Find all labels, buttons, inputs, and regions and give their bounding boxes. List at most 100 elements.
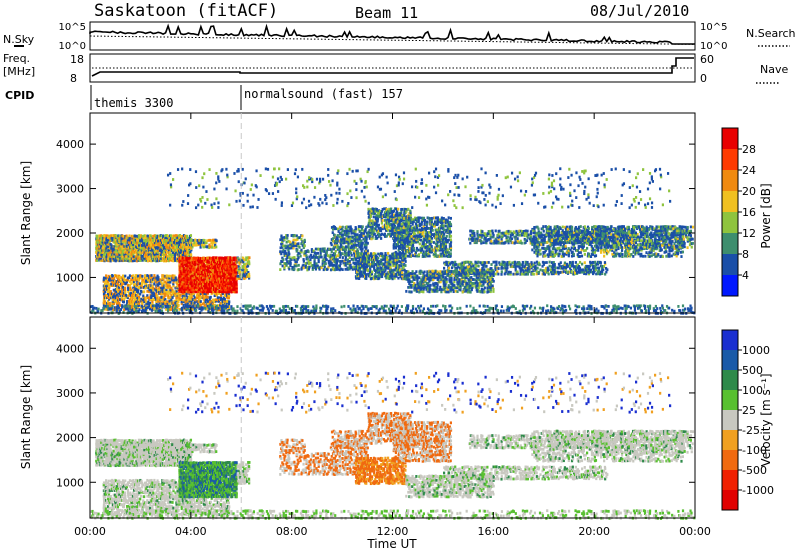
power-cell xyxy=(105,274,108,278)
power-cell xyxy=(137,257,140,261)
power-cell xyxy=(160,245,164,249)
power-cell xyxy=(199,245,202,249)
power-cell xyxy=(286,236,289,240)
power-cell xyxy=(118,288,121,291)
power-cell xyxy=(136,304,139,307)
power-cell xyxy=(164,301,167,305)
power-cell xyxy=(148,304,151,308)
power-cell xyxy=(196,239,199,242)
power-cell xyxy=(147,241,151,245)
power-cell xyxy=(120,284,124,288)
power-cell xyxy=(115,256,118,260)
power-cell xyxy=(149,284,152,287)
power-cell xyxy=(157,245,160,249)
power-cell xyxy=(182,248,185,252)
power-cell xyxy=(137,248,140,252)
power-cell xyxy=(148,305,151,309)
power-cell xyxy=(361,256,365,260)
power-cell xyxy=(184,252,187,256)
power-cell xyxy=(108,301,111,305)
power-cell xyxy=(141,234,144,238)
power-cell xyxy=(298,245,301,249)
power-cell xyxy=(288,252,291,256)
power-cell xyxy=(179,293,182,297)
power-cell xyxy=(172,284,175,288)
power-cell xyxy=(118,284,122,287)
power-cell xyxy=(178,234,182,237)
power-cell xyxy=(314,247,318,251)
power-cell xyxy=(156,278,159,282)
power-cell xyxy=(132,244,135,248)
power-cell xyxy=(123,253,126,256)
power-cell xyxy=(366,249,369,253)
power-cell xyxy=(138,302,141,306)
power-cell xyxy=(139,299,142,303)
power-cell xyxy=(181,239,184,243)
power-cell xyxy=(377,252,380,256)
power-cell xyxy=(208,243,211,247)
power-cell xyxy=(401,271,404,275)
power-cell xyxy=(123,245,126,248)
power-cell xyxy=(155,252,158,256)
power-cell xyxy=(182,250,186,254)
power-cell xyxy=(168,241,171,244)
cpid-mode-1: normalsound (fast) 157 xyxy=(244,87,403,101)
power-cell xyxy=(170,300,173,303)
power-cell xyxy=(137,278,141,282)
power-cell xyxy=(153,276,156,280)
power-cell xyxy=(102,258,105,262)
power-cell xyxy=(198,241,201,245)
sky-noise-trace xyxy=(89,23,695,45)
power-cell xyxy=(151,284,154,288)
power-cell xyxy=(96,240,99,244)
power-cell xyxy=(170,293,173,297)
power-cell xyxy=(124,248,127,252)
power-cell xyxy=(190,239,193,243)
power-cell xyxy=(151,300,154,303)
power-cell xyxy=(109,290,112,293)
power-cell xyxy=(133,298,137,302)
power-cell xyxy=(98,234,101,238)
power-cell xyxy=(336,258,339,262)
power-cell xyxy=(360,270,363,274)
power-cell xyxy=(107,282,110,286)
power-cell xyxy=(162,300,165,304)
power-cell xyxy=(96,236,99,240)
power-cell xyxy=(144,234,148,238)
power-cell xyxy=(161,287,164,291)
power-cell xyxy=(103,236,106,240)
power-cell xyxy=(134,247,137,250)
power-cell xyxy=(144,304,147,308)
power-cell xyxy=(168,256,171,260)
power-cell xyxy=(182,245,185,249)
power-cell xyxy=(341,252,344,256)
power-cell xyxy=(172,303,175,307)
power-cell xyxy=(98,244,101,248)
power-cell xyxy=(129,304,132,307)
power-cell xyxy=(291,256,294,260)
power-cell xyxy=(347,231,350,235)
power-cell xyxy=(112,288,115,292)
power-cell xyxy=(111,239,114,242)
power-cell xyxy=(128,294,131,297)
power-cell xyxy=(161,295,164,299)
power-cell xyxy=(119,256,122,260)
power-cell xyxy=(168,286,171,290)
power-cell xyxy=(141,274,144,278)
power-cell xyxy=(141,244,144,247)
power-cell xyxy=(149,288,152,292)
freq-tick-bottom: 8 xyxy=(70,72,77,85)
power-cell xyxy=(106,234,109,238)
power-cell xyxy=(155,236,158,240)
power-cell xyxy=(152,250,155,254)
power-cell xyxy=(189,253,193,257)
power-cell xyxy=(127,290,130,293)
power-cell xyxy=(168,258,172,262)
power-cell xyxy=(140,301,144,305)
power-cell xyxy=(128,238,131,242)
power-cell xyxy=(121,304,124,307)
power-cell xyxy=(103,253,106,256)
power-cell xyxy=(381,219,384,222)
power-cell xyxy=(135,254,138,258)
power-cell xyxy=(167,283,170,287)
